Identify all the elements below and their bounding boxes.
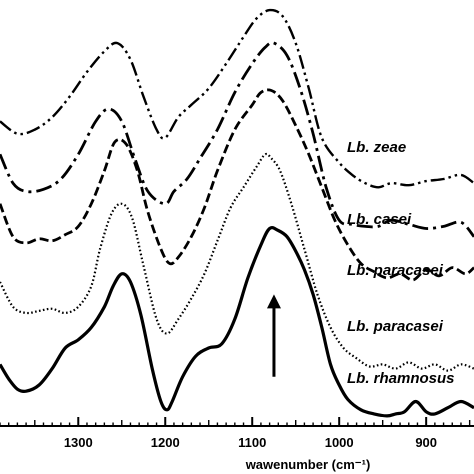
series-label-lb-casei-2: Lb. casei [347, 211, 412, 228]
series-label-lb-paracasei-4: Lb. paracasei [347, 318, 444, 335]
spectra-traces [0, 8, 474, 418]
x-tick-label-1300: 1300 [64, 435, 93, 450]
x-axis-label: wawenumber (cm⁻¹) [245, 457, 371, 472]
series-line-lb-casei-2 [0, 41, 474, 238]
series-label-lb-zeae-1: Lb. zeae [347, 139, 406, 156]
x-axis-ticks: 1300 1200 1100 1000 900 [0, 417, 471, 450]
x-tick-label-1000: 1000 [325, 435, 354, 450]
series-labels: Lb. zeae Lb. casei Lb. paracasei Lb. paraca… [347, 139, 455, 387]
band-arrow-annotation [266, 294, 281, 377]
x-tick-label-900: 900 [415, 435, 437, 450]
series-line-lb-paracasei-4 [0, 152, 474, 372]
x-tick-label-1100: 1100 [238, 435, 266, 450]
x-tick-label-1200: 1200 [151, 435, 180, 450]
series-line-lb-rhamnosus-5 [0, 226, 474, 418]
series-label-lb-rhamnosus-5: Lb. rhamnosus [347, 370, 455, 387]
series-label-lb-paracasei-3: Lb. paracasei [347, 262, 444, 279]
arrow-head [266, 294, 281, 309]
series-line-lb-zeae-1 [0, 8, 474, 189]
series-line-lb-paracasei-3 [0, 88, 474, 282]
